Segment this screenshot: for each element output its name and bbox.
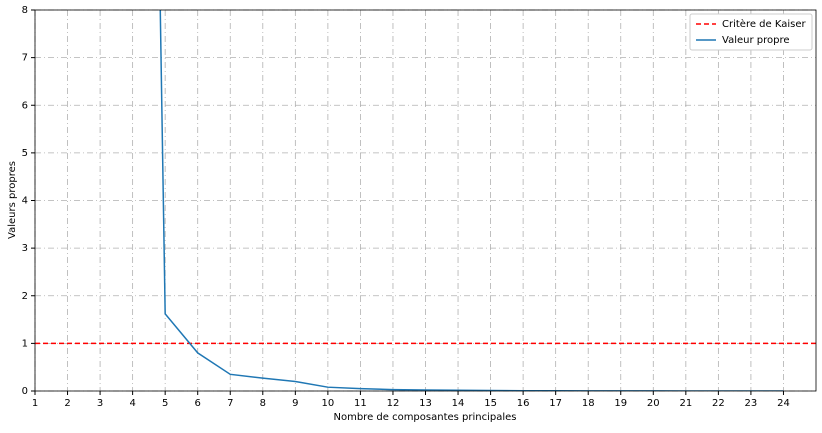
x-tick-label: 19 <box>614 398 627 409</box>
x-tick-label: 1 <box>32 398 38 409</box>
legend-label: Valeur propre <box>722 35 790 46</box>
x-axis-label: Nombre de composantes principales <box>333 412 516 423</box>
x-tick-label: 2 <box>64 398 70 409</box>
x-tick-label: 12 <box>387 398 400 409</box>
y-tick-label: 6 <box>22 100 28 111</box>
x-tick-label: 21 <box>679 398 692 409</box>
x-tick-label: 4 <box>129 398 135 409</box>
x-tick-label: 3 <box>97 398 103 409</box>
y-tick-label: 0 <box>22 386 28 397</box>
y-axis-label: Valeurs propres <box>7 161 18 239</box>
x-tick-label: 7 <box>227 398 233 409</box>
x-tick-label: 18 <box>582 398 595 409</box>
x-tick-label: 10 <box>322 398 335 409</box>
x-tick-label: 5 <box>162 398 168 409</box>
data-line <box>159 10 784 391</box>
x-tick-label: 11 <box>354 398 367 409</box>
x-tick-label: 17 <box>549 398 562 409</box>
x-tick-label: 9 <box>292 398 298 409</box>
x-tick-label: 20 <box>647 398 660 409</box>
legend-box <box>689 13 813 51</box>
y-tick-label: 3 <box>22 243 28 254</box>
legend-label: Critère de Kaiser <box>722 18 806 30</box>
x-tick-label: 16 <box>517 398 530 409</box>
y-tick-label: 8 <box>22 5 28 16</box>
y-tick-label: 5 <box>22 148 28 159</box>
x-tick-label: 15 <box>484 398 497 409</box>
x-tick-label: 8 <box>260 398 266 409</box>
y-tick-label: 2 <box>22 291 28 302</box>
x-tick-label: 24 <box>777 398 790 409</box>
x-tick-label: 23 <box>745 398 758 409</box>
x-tick-label: 6 <box>195 398 201 409</box>
x-tick-label: 22 <box>712 398 725 409</box>
y-tick-label: 1 <box>22 338 28 349</box>
y-tick-label: 7 <box>22 53 28 64</box>
y-tick-label: 4 <box>22 196 28 207</box>
x-tick-label: 13 <box>419 398 432 409</box>
x-tick-label: 14 <box>452 398 465 409</box>
